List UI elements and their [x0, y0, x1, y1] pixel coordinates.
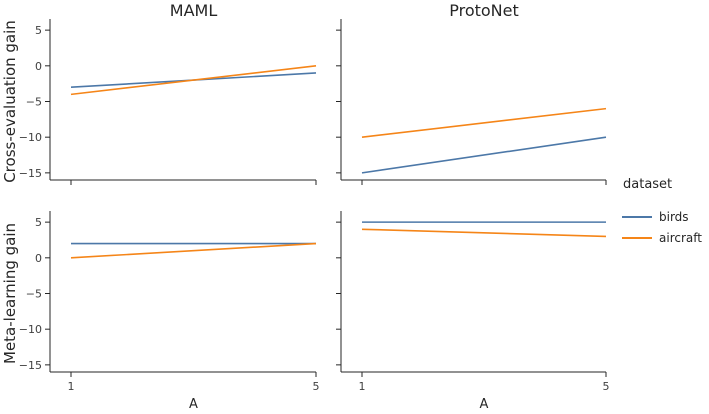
series-line-birds-protonet-row0	[361, 136, 607, 174]
panel-1-1: 1 5 A	[336, 211, 610, 412]
y-axis-label-row-1: Meta-learning gain	[1, 223, 19, 364]
series-line-aircraft-maml-row0	[70, 65, 317, 96]
legend-label-birds: birds	[659, 210, 689, 224]
x-axis-label: A	[189, 397, 198, 412]
y-tick-label: −10	[19, 131, 42, 144]
panel-0-1	[336, 19, 607, 185]
y-tick-label: −5	[26, 288, 42, 301]
x-tick-label: 5	[313, 380, 320, 393]
column-title-protonet: ProtoNet	[449, 1, 519, 20]
y-tick-label: −5	[26, 96, 42, 109]
column-title-maml: MAML	[170, 1, 218, 20]
panel-0-0: −15 −10 −5 0 5	[19, 19, 317, 185]
x-tick-label: 1	[68, 380, 75, 393]
series-line-aircraft-protonet-row1	[361, 228, 607, 238]
y-tick-label: 0	[35, 60, 42, 73]
y-tick-label: −10	[19, 323, 42, 336]
legend: dataset birds aircraft	[622, 177, 702, 245]
y-tick-label: −15	[19, 167, 42, 180]
legend-label-aircraft: aircraft	[659, 231, 702, 245]
x-tick-label: 5	[603, 380, 610, 393]
series-line-aircraft-maml-row1	[70, 242, 317, 259]
x-axis-label: A	[480, 397, 489, 412]
y-tick-label: 5	[35, 24, 42, 37]
y-tick-label: 0	[35, 252, 42, 265]
chart-panels: MAML ProtoNet Cross-evaluation gain Meta-le…	[1, 1, 610, 412]
y-tick-label: 5	[35, 216, 42, 229]
y-axis-label-row-0: Cross-evaluation gain	[1, 20, 19, 183]
x-tick-label: 1	[359, 380, 366, 393]
y-tick-label: −15	[19, 359, 42, 372]
series-line-aircraft-protonet-row0	[361, 107, 607, 138]
legend-title: dataset	[623, 177, 672, 192]
panel-1-0: −15 −10 −5 0 5 1 5 A	[19, 211, 320, 412]
